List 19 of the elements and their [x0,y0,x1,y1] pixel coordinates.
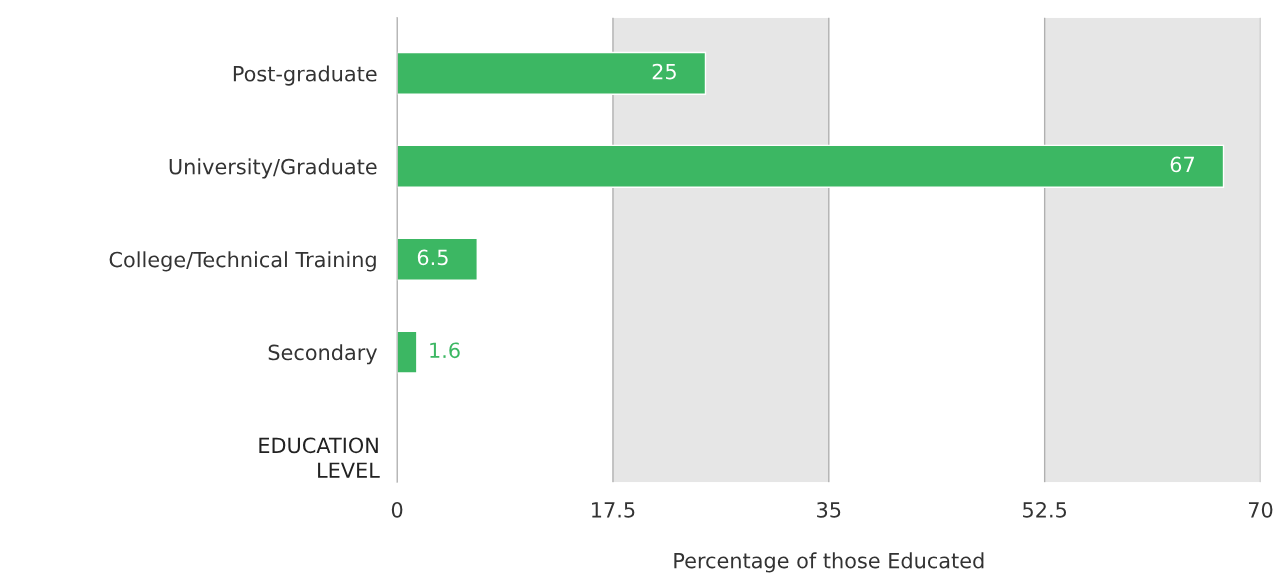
y-tick-label: College/Technical Training [109,251,376,272]
y-tick-label: University/Graduate [169,158,377,179]
x-tick-label: 35 [817,501,841,518]
y-tick-label: Secondary [268,344,378,365]
y-tick-label: Post-graduate [233,65,377,86]
data-label: 6.5 [417,249,448,266]
data-label: 25 [652,63,676,80]
x-axis-title: Percentage of those Educated [674,552,984,573]
y-axis-title: EDUCATION LEVEL [259,437,380,478]
bar [397,237,478,281]
data-label: 67 [1170,156,1194,173]
x-tick-label: 17.5 [592,502,635,518]
data-label: 1.6 [430,342,460,359]
bar [397,330,418,374]
x-tick-label: 0 [391,501,403,518]
bar [397,51,707,95]
bar [397,144,1225,188]
x-tick-label: 70 [1248,501,1273,518]
x-tick-label: 52.5 [1023,501,1067,518]
